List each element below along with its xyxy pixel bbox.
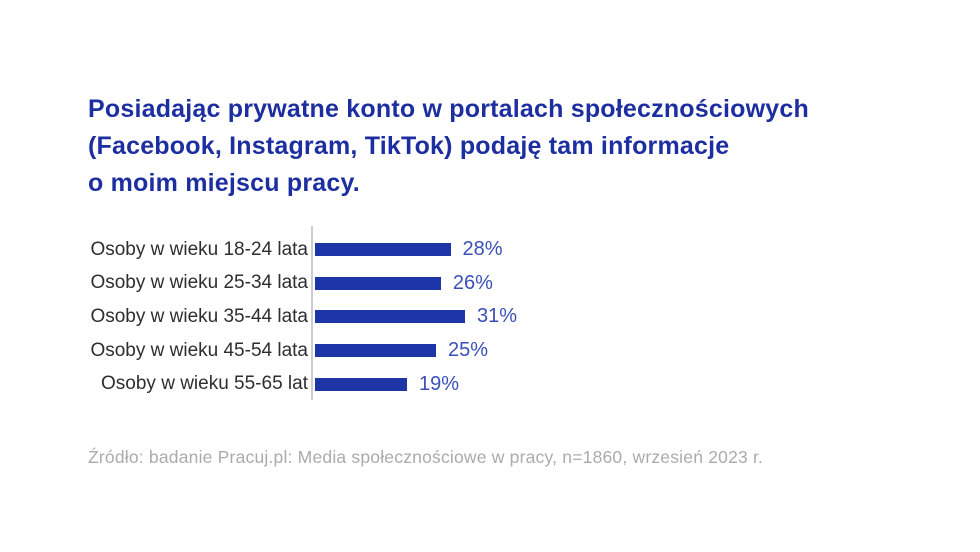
bar — [315, 243, 451, 257]
value-label: 25% — [448, 339, 489, 362]
category-label: Osoby w wieku 55-65 lat — [101, 373, 308, 395]
chart-title-line-2: (Facebook, Instagram, TikTok) podaję tam… — [88, 131, 730, 160]
value-label: 26% — [452, 271, 493, 294]
source-note: Źródło: badanie Pracuj.pl: Media społecz… — [88, 447, 764, 467]
bar-rows: Osoby w wieku 18-24 lata 28% Osoby w wieku… — [88, 233, 908, 401]
value-label: 31% — [477, 305, 518, 328]
bar-row: Osoby w wieku 18-24 lata 28% — [88, 233, 908, 267]
bar-row: Osoby w wieku 55-65 lat 19% — [88, 367, 908, 401]
category-label: Osoby w wieku 45-54 lata — [90, 339, 308, 361]
bar-chart: Osoby w wieku 18-24 lata 28% Osoby w wieku… — [88, 226, 908, 401]
category-label: Osoby w wieku 18-24 lata — [90, 238, 308, 260]
bar-row: Osoby w wieku 25-34 lata 26% — [88, 267, 908, 301]
bar — [315, 310, 466, 324]
category-label: Osoby w wieku 35-44 lata — [90, 305, 308, 327]
value-label: 19% — [418, 372, 459, 395]
bar-row: Osoby w wieku 45-54 lata 25% — [88, 334, 908, 368]
chart-title-line-1: Posiadając prywatne konto w portalach sp… — [88, 94, 809, 123]
bar — [315, 344, 436, 358]
y-axis-line — [311, 226, 313, 400]
chart-title: Posiadając prywatne konto w portalach sp… — [88, 91, 928, 202]
bar — [315, 276, 441, 290]
bar — [315, 377, 407, 391]
category-label: Osoby w wieku 25-34 lata — [90, 272, 308, 294]
chart-title-line-3: o moim miejscu pracy. — [88, 168, 360, 197]
value-label: 28% — [462, 238, 503, 261]
bar-row: Osoby w wieku 35-44 lata 31% — [88, 300, 908, 334]
